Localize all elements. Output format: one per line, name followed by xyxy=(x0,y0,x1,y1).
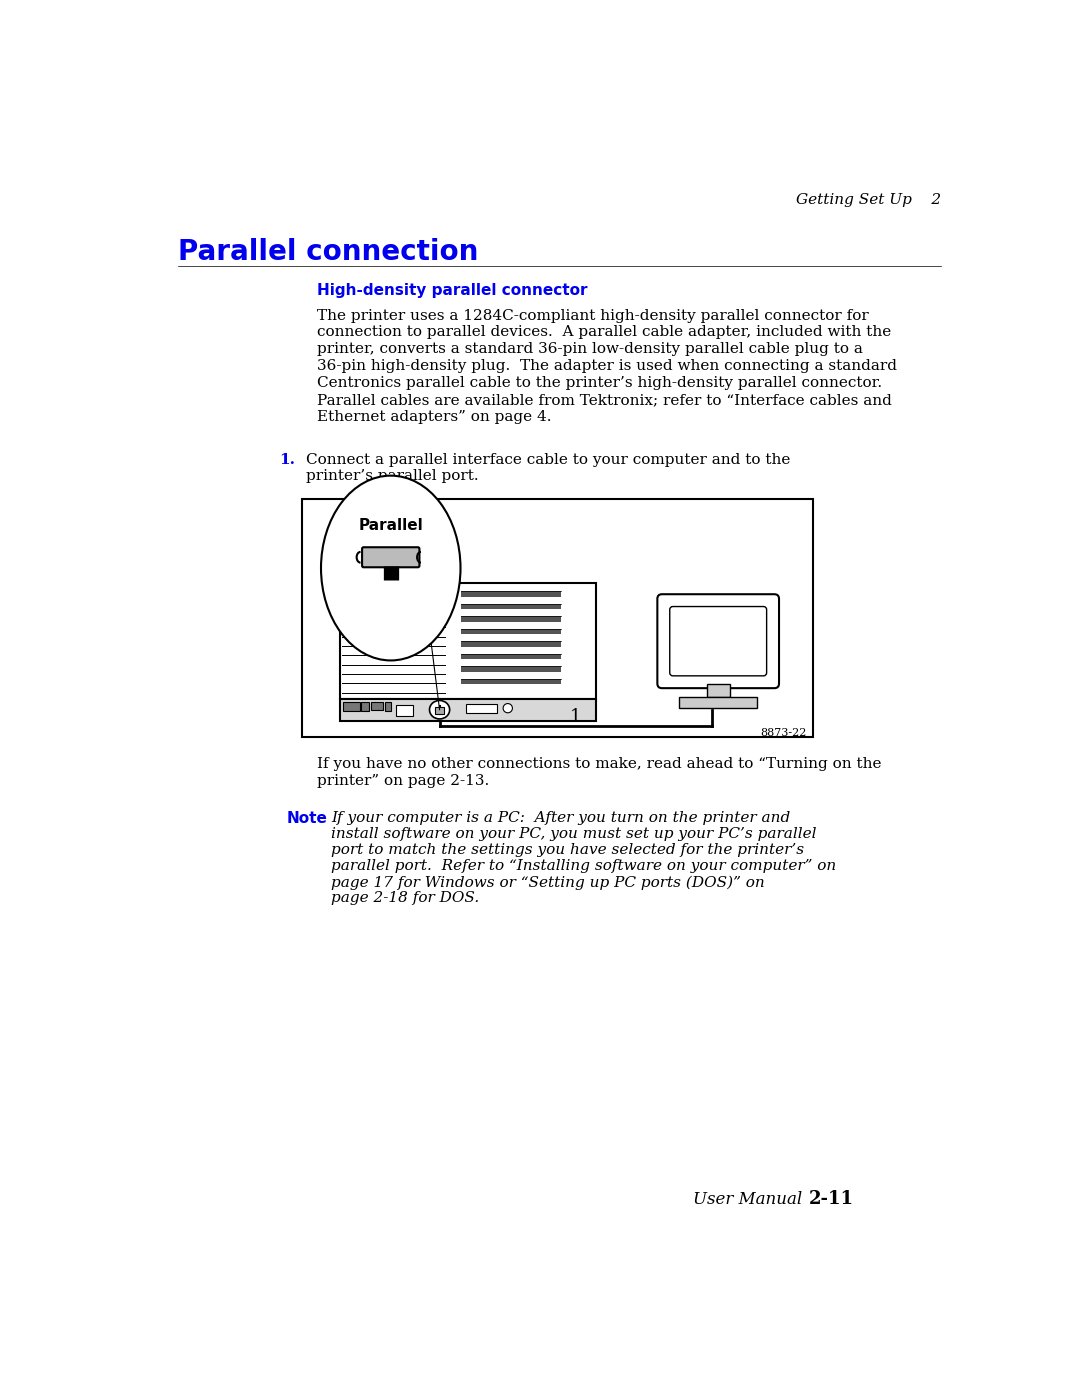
Text: parallel port.  Refer to “Installing software on your computer” on: parallel port. Refer to “Installing soft… xyxy=(332,859,836,873)
Bar xyxy=(340,698,596,721)
FancyBboxPatch shape xyxy=(658,594,779,689)
Text: High-density parallel connector: High-density parallel connector xyxy=(318,284,588,299)
Bar xyxy=(460,666,562,672)
Bar xyxy=(460,629,562,634)
Text: If you have no other connections to make, read ahead to “Turning on the: If you have no other connections to make… xyxy=(318,757,881,771)
Text: Parallel connection: Parallel connection xyxy=(177,239,478,267)
Text: Ethernet adapters” on page 4.: Ethernet adapters” on page 4. xyxy=(318,411,552,425)
FancyBboxPatch shape xyxy=(670,606,767,676)
Bar xyxy=(460,679,562,685)
Text: printer” on page 2-13.: printer” on page 2-13. xyxy=(318,774,489,788)
Text: The printer uses a 1284C-compliant high-density parallel connector for: The printer uses a 1284C-compliant high-… xyxy=(318,309,869,323)
Text: printer’s parallel port.: printer’s parallel port. xyxy=(306,469,478,483)
Text: 2-11: 2-11 xyxy=(809,1190,854,1208)
Text: install software on your PC, you must set up your PC’s parallel: install software on your PC, you must se… xyxy=(332,827,816,841)
Text: Centronics parallel cable to the printer’s high-density parallel connector.: Centronics parallel cable to the printer… xyxy=(318,376,882,390)
Text: Note: Note xyxy=(286,810,327,826)
Text: If your computer is a PC:  After you turn on the printer and: If your computer is a PC: After you turn… xyxy=(332,810,791,824)
Bar xyxy=(460,641,562,647)
Text: 1.: 1. xyxy=(280,453,296,467)
Bar xyxy=(706,683,730,697)
Bar xyxy=(340,584,596,698)
Text: 36-pin high-density plug.  The adapter is used when connecting a standard: 36-pin high-density plug. The adapter is… xyxy=(318,359,897,373)
Text: port to match the settings you have selected for the printer’s: port to match the settings you have sele… xyxy=(332,842,805,856)
Text: 8873-22: 8873-22 xyxy=(760,728,807,738)
Text: page 17 for Windows or “Setting up PC ports (DOS)” on: page 17 for Windows or “Setting up PC po… xyxy=(332,876,765,890)
Bar xyxy=(384,703,391,711)
Text: Connect a parallel interface cable to your computer and to the: Connect a parallel interface cable to yo… xyxy=(306,453,789,467)
Bar xyxy=(460,654,562,659)
Bar xyxy=(679,697,757,708)
Bar xyxy=(362,703,369,711)
Ellipse shape xyxy=(430,700,449,719)
Text: 1: 1 xyxy=(570,708,582,725)
Bar xyxy=(301,499,813,738)
Circle shape xyxy=(503,704,512,712)
Text: page 2-18 for DOS.: page 2-18 for DOS. xyxy=(332,891,480,905)
Ellipse shape xyxy=(321,475,460,661)
Text: User Manual: User Manual xyxy=(693,1190,802,1208)
Bar xyxy=(342,703,360,711)
Bar xyxy=(370,703,383,710)
Bar xyxy=(465,704,497,712)
Bar xyxy=(460,616,562,622)
FancyBboxPatch shape xyxy=(362,548,419,567)
Text: Parallel: Parallel xyxy=(359,518,423,534)
Bar xyxy=(460,604,562,609)
Bar xyxy=(435,707,444,714)
Text: Getting Set Up    2: Getting Set Up 2 xyxy=(796,193,941,207)
Text: Parallel cables are available from Tektronix; refer to “Interface cables and: Parallel cables are available from Tektr… xyxy=(318,393,892,408)
Bar xyxy=(396,705,414,715)
Bar xyxy=(460,591,562,597)
Text: printer, converts a standard 36-pin low-density parallel cable plug to a: printer, converts a standard 36-pin low-… xyxy=(318,342,863,356)
Text: connection to parallel devices.  A parallel cable adapter, included with the: connection to parallel devices. A parall… xyxy=(318,326,891,339)
